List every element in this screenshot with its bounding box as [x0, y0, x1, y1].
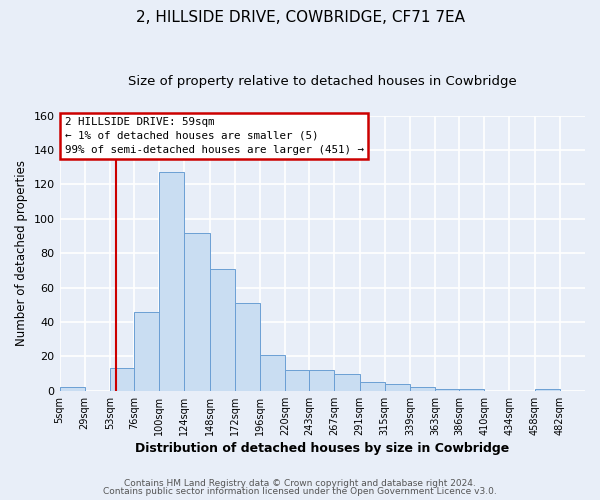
Bar — [260, 354, 285, 391]
Bar — [209, 268, 235, 391]
Bar — [385, 384, 410, 391]
Bar — [235, 303, 260, 391]
Bar — [285, 370, 309, 391]
Bar — [134, 312, 159, 391]
Bar — [309, 370, 334, 391]
Bar — [410, 388, 435, 391]
Bar — [334, 374, 359, 391]
X-axis label: Distribution of detached houses by size in Cowbridge: Distribution of detached houses by size … — [135, 442, 509, 455]
Bar — [59, 388, 85, 391]
Text: Contains public sector information licensed under the Open Government Licence v3: Contains public sector information licen… — [103, 487, 497, 496]
Text: 2 HILLSIDE DRIVE: 59sqm
← 1% of detached houses are smaller (5)
99% of semi-deta: 2 HILLSIDE DRIVE: 59sqm ← 1% of detached… — [65, 117, 364, 155]
Bar — [159, 172, 184, 391]
Title: Size of property relative to detached houses in Cowbridge: Size of property relative to detached ho… — [128, 75, 517, 88]
Bar — [459, 389, 484, 391]
Bar — [435, 389, 459, 391]
Text: Contains HM Land Registry data © Crown copyright and database right 2024.: Contains HM Land Registry data © Crown c… — [124, 478, 476, 488]
Bar — [184, 232, 209, 391]
Text: 2, HILLSIDE DRIVE, COWBRIDGE, CF71 7EA: 2, HILLSIDE DRIVE, COWBRIDGE, CF71 7EA — [136, 10, 464, 25]
Y-axis label: Number of detached properties: Number of detached properties — [15, 160, 28, 346]
Bar — [359, 382, 385, 391]
Bar — [535, 389, 560, 391]
Bar — [110, 368, 134, 391]
